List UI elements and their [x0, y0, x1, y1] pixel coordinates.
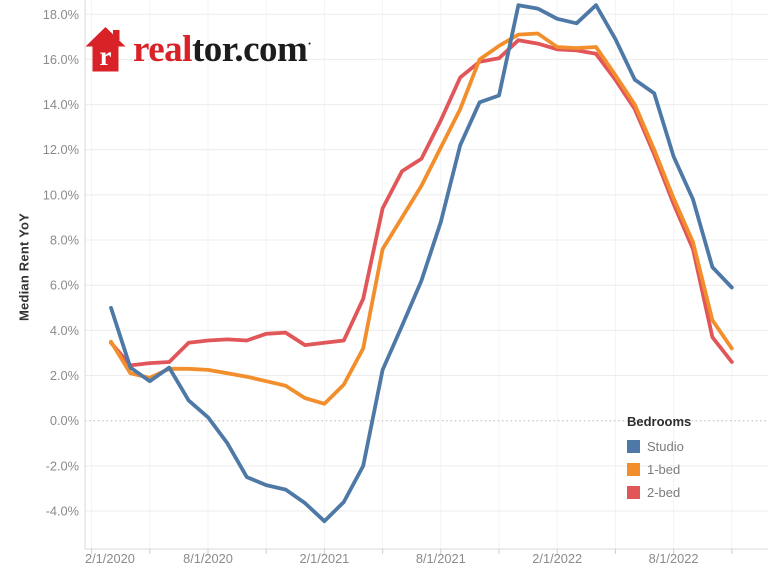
- y-tick-label: 10.0%: [43, 187, 79, 202]
- realtor-logo-text: realtor.com·: [133, 27, 312, 72]
- y-axis-title: Median Rent YoY: [16, 213, 32, 321]
- 1-bed-line[interactable]: [109, 31, 734, 406]
- legend-item-label: 1-bed: [647, 462, 681, 477]
- realtor-house-icon: r: [85, 27, 126, 72]
- legend: Bedrooms Studio 1-bed 2-bed: [627, 414, 691, 504]
- legend-item-label: 2-bed: [647, 485, 681, 500]
- logo-text-real: real: [133, 29, 192, 70]
- house-letter: r: [100, 41, 112, 71]
- y-tick-label: 6.0%: [50, 278, 79, 293]
- legend-item-2bed[interactable]: 2-bed: [627, 481, 691, 504]
- x-tick-label: 2/1/2020: [85, 551, 135, 566]
- y-tick-label: 0.0%: [50, 413, 79, 428]
- legend-item-1bed[interactable]: 1-bed: [627, 458, 691, 481]
- y-tick-label: 18.0%: [43, 7, 79, 22]
- y-tick-label: 8.0%: [50, 233, 79, 248]
- one-bed-color-swatch: [627, 463, 640, 476]
- realtor-logo: r realtor.com·: [85, 27, 312, 72]
- y-tick-label: 12.0%: [43, 142, 79, 157]
- two-bed-color-swatch: [627, 486, 640, 499]
- studio-color-swatch: [627, 440, 640, 453]
- x-tick-label: 2/1/2022: [532, 551, 582, 566]
- studio-line[interactable]: [109, 3, 734, 524]
- y-tick-label: -2.0%: [46, 458, 79, 473]
- y-tick-label: -4.0%: [46, 504, 79, 519]
- y-tick-label: 14.0%: [43, 97, 79, 112]
- logo-trademark-dot: ·: [307, 35, 312, 51]
- legend-title: Bedrooms: [627, 414, 692, 429]
- legend-item-studio[interactable]: Studio: [627, 435, 691, 458]
- x-tick-label: 8/1/2022: [649, 551, 699, 566]
- y-tick-label: 16.0%: [43, 52, 79, 67]
- 2-bed-line[interactable]: [109, 38, 734, 368]
- legend-item-label: Studio: [647, 439, 684, 454]
- x-tick-label: 2/1/2021: [299, 551, 349, 566]
- y-tick-label: 2.0%: [50, 368, 79, 383]
- x-tick-label: 8/1/2020: [183, 551, 233, 566]
- x-tick-label: 8/1/2021: [416, 551, 466, 566]
- y-tick-label: 4.0%: [50, 323, 79, 338]
- logo-text-torcom: tor.com: [191, 29, 308, 70]
